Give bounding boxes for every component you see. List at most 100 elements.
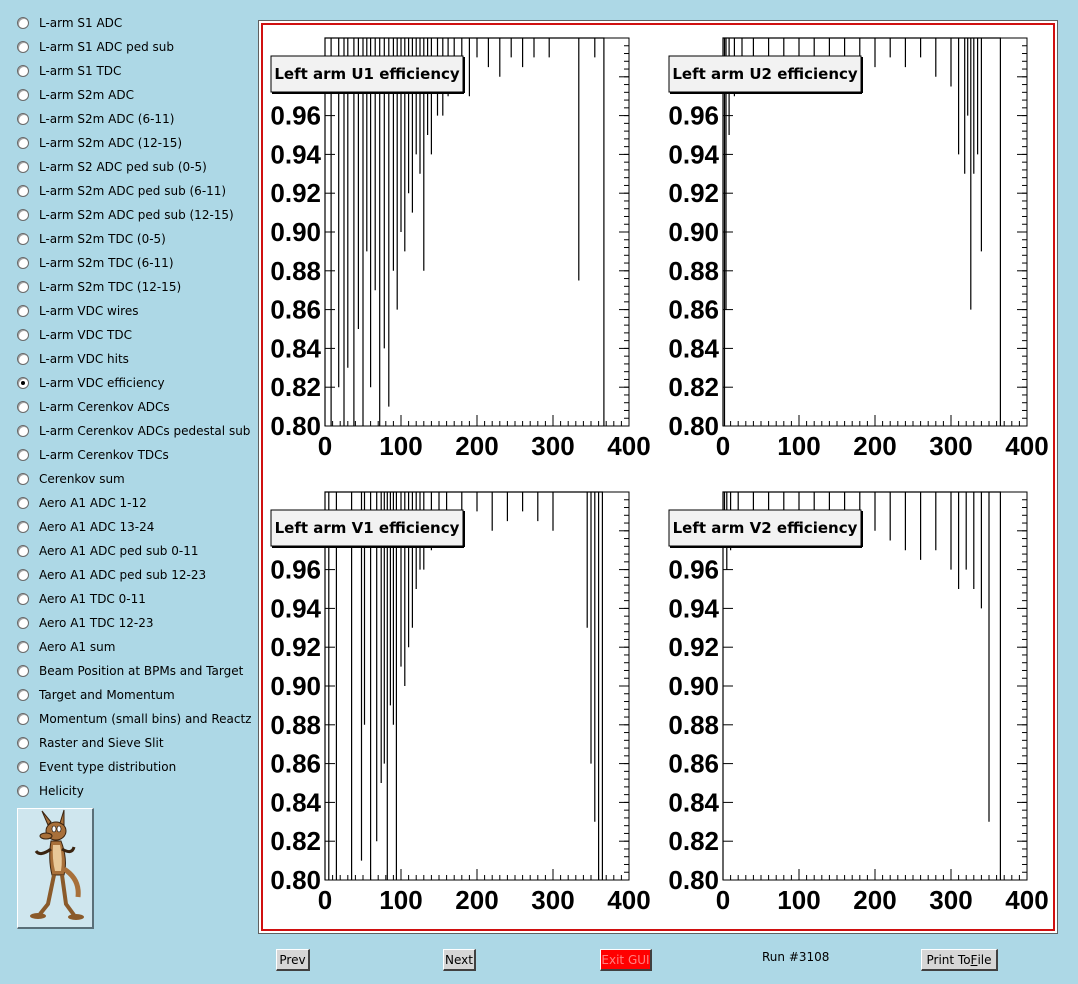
radio-icon[interactable]	[17, 329, 29, 341]
radio-item[interactable]: Target and Momentum	[17, 685, 175, 705]
radio-item[interactable]: Aero A1 sum	[17, 637, 115, 657]
radio-label: Aero A1 ADC ped sub 12-23	[39, 568, 207, 582]
radio-icon[interactable]	[17, 641, 29, 653]
radio-item[interactable]: Aero A1 TDC 0-11	[17, 589, 146, 609]
radio-icon[interactable]	[17, 113, 29, 125]
radio-label: L-arm S2m ADC ped sub (12-15)	[39, 208, 234, 222]
y-tick-label: 0.96	[668, 101, 719, 131]
y-tick-label: 0.84	[270, 787, 321, 817]
radio-item[interactable]: L-arm S2m TDC (12-15)	[17, 277, 181, 297]
radio-icon[interactable]	[17, 689, 29, 701]
radio-item[interactable]: L-arm S2 ADC ped sub (0-5)	[17, 157, 207, 177]
efficiency-series	[722, 37, 1001, 426]
radio-item[interactable]: L-arm S2m ADC	[17, 85, 134, 105]
y-tick-label: 0.94	[668, 139, 719, 169]
radio-item[interactable]: L-arm Cerenkov TDCs	[17, 445, 169, 465]
radio-item[interactable]: Event type distribution	[17, 757, 176, 777]
radio-icon[interactable]	[17, 785, 29, 797]
radio-item[interactable]: Aero A1 ADC ped sub 0-11	[17, 541, 198, 561]
x-tick-label: 0	[318, 885, 332, 915]
radio-icon[interactable]	[17, 665, 29, 677]
y-tick-label: 0.82	[668, 372, 719, 402]
efficiency-series	[324, 37, 605, 426]
plot-frame	[722, 491, 1028, 881]
radio-icon[interactable]	[17, 161, 29, 173]
logo	[17, 808, 94, 929]
radio-item[interactable]: L-arm S1 TDC	[17, 61, 121, 81]
radio-icon[interactable]	[17, 281, 29, 293]
next-button[interactable]: Next	[443, 949, 476, 971]
radio-icon[interactable]	[17, 449, 29, 461]
radio-item[interactable]: Cerenkov sum	[17, 469, 125, 489]
radio-item[interactable]: L-arm S2m TDC (6-11)	[17, 253, 174, 273]
radio-item[interactable]: L-arm Cerenkov ADCs	[17, 397, 170, 417]
radio-icon[interactable]	[17, 473, 29, 485]
radio-item[interactable]: L-arm Cerenkov ADCs pedestal sub	[17, 421, 250, 441]
radio-label: Aero A1 sum	[39, 640, 116, 654]
radio-label: L-arm S2m ADC (12-15)	[39, 136, 183, 150]
radio-selected-icon[interactable]	[17, 377, 29, 389]
y-tick-label: 0.90	[270, 217, 321, 247]
radio-item[interactable]: Aero A1 ADC 13-24	[17, 517, 154, 537]
prev-button[interactable]: Prev	[276, 949, 310, 971]
y-tick-label: 0.96	[270, 555, 321, 585]
radio-item[interactable]: L-arm S1 ADC	[17, 13, 122, 33]
radio-item[interactable]: L-arm VDC efficiency	[17, 373, 165, 393]
radio-label: L-arm S2m ADC ped sub (6-11)	[39, 184, 227, 198]
radio-label: L-arm VDC efficiency	[39, 376, 165, 390]
exit-gui-button[interactable]: Exit GUI	[600, 949, 652, 971]
radio-item[interactable]: Aero A1 ADC ped sub 12-23	[17, 565, 206, 585]
radio-item[interactable]: Helicity	[17, 781, 84, 801]
radio-icon[interactable]	[17, 305, 29, 317]
radio-icon[interactable]	[17, 521, 29, 533]
radio-label: L-arm S1 ADC ped sub	[39, 40, 174, 54]
radio-item[interactable]: L-arm S1 ADC ped sub	[17, 37, 174, 57]
plot-pad: 0.800.820.840.860.880.900.920.940.960.98…	[668, 491, 1049, 915]
radio-icon[interactable]	[17, 401, 29, 413]
radio-icon[interactable]	[17, 593, 29, 605]
radio-icon[interactable]	[17, 89, 29, 101]
radio-icon[interactable]	[17, 425, 29, 437]
radio-icon[interactable]	[17, 209, 29, 221]
radio-icon[interactable]	[17, 617, 29, 629]
radio-item[interactable]: L-arm VDC hits	[17, 349, 129, 369]
radio-icon[interactable]	[17, 257, 29, 269]
x-tick-label: 400	[1005, 431, 1048, 461]
radio-item[interactable]: Aero A1 TDC 12-23	[17, 613, 154, 633]
radio-item[interactable]: Momentum (small bins) and Reactz	[17, 709, 251, 729]
radio-icon[interactable]	[17, 17, 29, 29]
print-button-prefix: Print To	[926, 952, 971, 967]
y-tick-label: 0.80	[668, 865, 719, 895]
radio-icon[interactable]	[17, 497, 29, 509]
radio-icon[interactable]	[17, 545, 29, 557]
canvas-highlight-border	[261, 23, 1055, 931]
radio-label: Raster and Sieve Slit	[39, 736, 164, 750]
radio-icon[interactable]	[17, 569, 29, 581]
radio-icon[interactable]	[17, 353, 29, 365]
radio-item[interactable]: L-arm VDC TDC	[17, 325, 132, 345]
radio-icon[interactable]	[17, 737, 29, 749]
radio-icon[interactable]	[17, 41, 29, 53]
radio-icon[interactable]	[17, 233, 29, 245]
radio-item[interactable]: L-arm S2m ADC ped sub (12-15)	[17, 205, 234, 225]
radio-icon[interactable]	[17, 713, 29, 725]
radio-icon[interactable]	[17, 185, 29, 197]
y-tick-label: 0.82	[668, 826, 719, 856]
radio-icon[interactable]	[17, 137, 29, 149]
radio-item[interactable]: L-arm S2m TDC (0-5)	[17, 229, 166, 249]
y-tick-label: 0.90	[270, 671, 321, 701]
radio-item[interactable]: L-arm S2m ADC (6-11)	[17, 109, 174, 129]
radio-item[interactable]: Raster and Sieve Slit	[17, 733, 164, 753]
radio-item[interactable]: Aero A1 ADC 1-12	[17, 493, 147, 513]
y-tick-label: 0.96	[668, 555, 719, 585]
plot-title-box	[668, 55, 862, 93]
radio-icon[interactable]	[17, 761, 29, 773]
radio-item[interactable]: L-arm VDC wires	[17, 301, 138, 321]
radio-item[interactable]: L-arm S2m ADC (12-15)	[17, 133, 182, 153]
plot-title: Left arm U2 efficiency	[672, 65, 858, 83]
radio-item[interactable]: L-arm S2m ADC ped sub (6-11)	[17, 181, 226, 201]
x-tick-label: 300	[929, 431, 972, 461]
radio-item[interactable]: Beam Position at BPMs and Target	[17, 661, 243, 681]
radio-icon[interactable]	[17, 65, 29, 77]
